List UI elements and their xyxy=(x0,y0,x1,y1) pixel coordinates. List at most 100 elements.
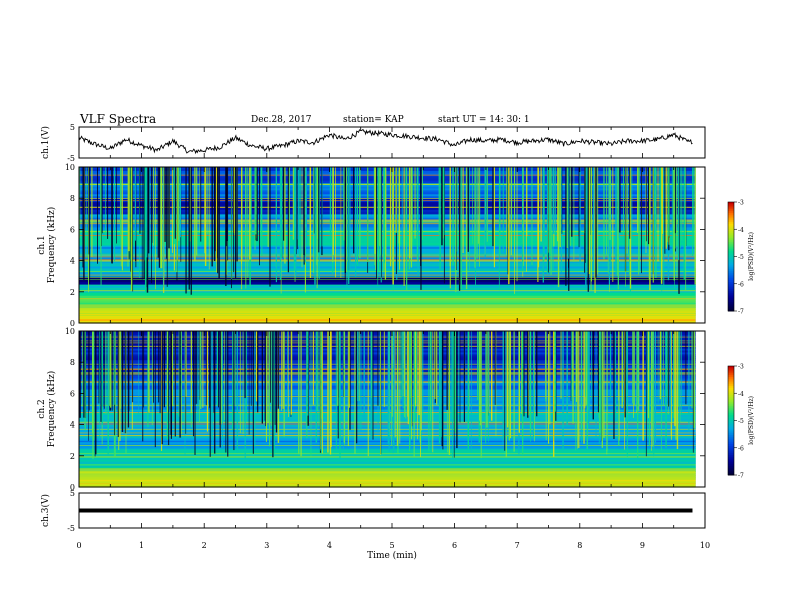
colorbar-swatch xyxy=(728,451,734,454)
colorbar-swatch xyxy=(728,440,734,443)
x-tick-label: 2 xyxy=(202,541,207,550)
spectrogram-band xyxy=(79,424,696,428)
colorbar-swatch xyxy=(728,384,734,387)
ch2-spectrogram-ylabel-line: ch.2 xyxy=(37,399,47,418)
colorbar-swatch xyxy=(728,387,734,391)
colorbar-swatch xyxy=(728,376,734,380)
colorbar-swatch xyxy=(728,220,734,223)
spectrogram-band xyxy=(79,299,696,303)
colorbar-swatch xyxy=(728,263,734,267)
spectrogram-band xyxy=(79,461,696,465)
colorbar-swatch xyxy=(728,420,734,423)
spectrogram-band xyxy=(79,266,696,269)
colorbar-swatch xyxy=(728,429,734,432)
colorbar-swatch xyxy=(728,465,734,469)
colorbar-tick-label: -6 xyxy=(738,281,744,288)
spectrogram-band xyxy=(79,248,696,252)
colorbar-swatch xyxy=(728,404,734,407)
spectrogram-band xyxy=(79,426,696,430)
colorbar-swatch xyxy=(728,238,734,241)
x-tick-label: 7 xyxy=(515,541,520,550)
colorbar-swatch xyxy=(728,462,734,465)
y-tick-label: 6 xyxy=(70,389,75,398)
spectrogram-band xyxy=(79,172,696,176)
colorbar-swatch xyxy=(728,296,734,299)
spectrogram-band xyxy=(79,202,696,205)
spectrogram-band xyxy=(79,371,696,375)
ch2-spectrogram-panel: 0 2 4 6 8 10 ch.2Frequency (kHz) xyxy=(37,327,706,492)
colorbar-swatch xyxy=(728,438,734,441)
spectrogram-band xyxy=(79,366,696,369)
colorbar-tick-label: -4 xyxy=(738,391,744,398)
spectrogram-band xyxy=(79,287,696,291)
colorbar-swatch xyxy=(728,469,734,472)
colorbar-swatch xyxy=(728,444,734,447)
colorbar-swatch xyxy=(728,271,734,274)
ch1-waveform-panel: 5 -5 ch.1(V) xyxy=(40,123,706,163)
spectrogram-band xyxy=(79,198,696,201)
spectrogram-band xyxy=(79,389,696,393)
colorbar-swatch xyxy=(728,269,734,272)
colorbar-swatch xyxy=(728,247,734,250)
spectrogram-band xyxy=(79,280,696,283)
spectrogram-band xyxy=(79,352,696,355)
colorbar-tick-label: -4 xyxy=(738,227,744,234)
colorbar-swatch xyxy=(728,252,734,256)
colorbar-swatch xyxy=(728,307,734,310)
x-tick-label: 10 xyxy=(700,541,710,550)
spectrogram-band xyxy=(79,225,696,229)
colorbar-swatch xyxy=(728,218,734,221)
colorbar-swatch xyxy=(728,455,734,458)
ch1-waveform-ylabel-line: ch.1(V) xyxy=(40,126,51,159)
spectrogram-band xyxy=(79,194,696,197)
spectrogram-band xyxy=(79,180,696,184)
spectrogram-band xyxy=(79,409,696,412)
colorbar-swatch xyxy=(728,212,734,216)
colorbar-swatch xyxy=(728,209,734,212)
colorbar-swatch xyxy=(728,301,734,305)
colorbar-tick-label: -5 xyxy=(738,254,744,261)
colorbar-swatch xyxy=(728,232,734,236)
spectrogram-band xyxy=(79,245,696,248)
colorbar-swatch xyxy=(728,205,734,208)
colorbar-swatch xyxy=(728,371,734,374)
colorbar-swatch xyxy=(728,260,734,263)
colorbar-swatch xyxy=(728,221,734,225)
colorbar-swatch xyxy=(728,436,734,440)
colorbar-tick-label: -3 xyxy=(738,200,744,207)
colorbar-swatch xyxy=(728,203,734,207)
spectrogram-band xyxy=(79,410,696,414)
spectrogram-band xyxy=(79,432,696,435)
colorbar-swatch xyxy=(728,281,734,285)
colorbar-swatch xyxy=(728,267,734,270)
spectrogram-band xyxy=(79,438,696,441)
spectrogram-band xyxy=(79,227,696,230)
spectrogram-band xyxy=(79,340,696,344)
colorbar-swatch xyxy=(728,276,734,279)
colorbar-swatch xyxy=(728,382,734,385)
colorbar-swatch xyxy=(728,464,734,467)
y-tick-label: -5 xyxy=(67,524,75,533)
colorbar-swatch xyxy=(728,256,734,259)
spectrogram-band xyxy=(79,428,696,432)
colorbar-swatch xyxy=(728,405,734,409)
station-label: station= KAP xyxy=(343,115,404,125)
y-tick-label: 5 xyxy=(70,123,75,132)
y-tick-label: -5 xyxy=(67,154,75,163)
colorbar-swatch xyxy=(728,241,734,245)
colorbar-swatch xyxy=(728,214,734,218)
spectrogram-band xyxy=(79,174,696,178)
colorbar-swatch xyxy=(728,283,734,287)
spectrogram-band xyxy=(79,418,696,422)
spectrogram-band xyxy=(79,453,696,457)
y-tick-label: 2 xyxy=(70,288,75,297)
spectrogram-band xyxy=(79,217,696,221)
spectrogram-band xyxy=(79,379,696,383)
ch1-waveform-ylabel: ch.1(V) xyxy=(40,126,51,159)
colorbar-swatch xyxy=(728,431,734,434)
spectrogram-band xyxy=(79,215,696,219)
ch1-spectrogram-panel: 0 2 4 6 8 10 ch.1Frequency (kHz) xyxy=(37,163,706,328)
x-tick-label: 8 xyxy=(577,541,582,550)
colorbar-swatch xyxy=(728,258,734,261)
colorbar-tick-label: -3 xyxy=(738,364,744,371)
